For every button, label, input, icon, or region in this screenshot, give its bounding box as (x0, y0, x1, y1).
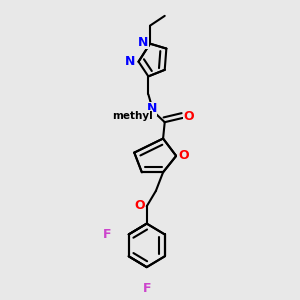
Text: O: O (183, 110, 194, 123)
Text: O: O (134, 199, 145, 212)
Text: F: F (103, 228, 111, 241)
Text: N: N (138, 36, 148, 49)
Text: methyl: methyl (112, 111, 152, 121)
Text: F: F (142, 282, 151, 295)
Text: N: N (125, 55, 136, 68)
Text: N: N (146, 102, 157, 115)
Text: O: O (178, 149, 189, 162)
